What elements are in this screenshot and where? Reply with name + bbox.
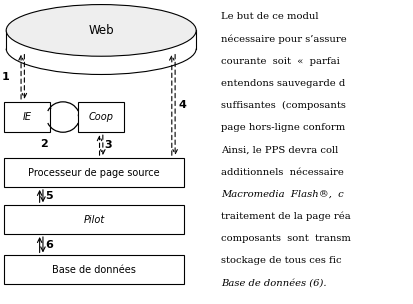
Text: 1: 1 xyxy=(2,72,10,82)
Text: page hors-ligne conform: page hors-ligne conform xyxy=(221,123,345,132)
Bar xyxy=(4,255,184,284)
Text: entendons sauvegarde d: entendons sauvegarde d xyxy=(221,79,345,88)
Text: 2: 2 xyxy=(40,140,48,149)
Text: nécessaire pour s’assure: nécessaire pour s’assure xyxy=(221,34,347,44)
Text: Web: Web xyxy=(88,24,114,37)
Text: suffisantes  (composants: suffisantes (composants xyxy=(221,101,346,110)
Text: IE: IE xyxy=(22,112,31,122)
Text: traitement de la page réa: traitement de la page réa xyxy=(221,212,351,221)
Ellipse shape xyxy=(6,5,196,56)
Text: additionnels  nécessaire: additionnels nécessaire xyxy=(221,168,344,177)
Text: Base de données: Base de données xyxy=(52,265,136,275)
Text: 3: 3 xyxy=(104,140,112,150)
Text: Coop: Coop xyxy=(89,112,114,122)
Text: Le but de ce modul: Le but de ce modul xyxy=(221,12,318,21)
Text: composants  sont  transm: composants sont transm xyxy=(221,234,351,243)
Text: Base de données (6).: Base de données (6). xyxy=(221,278,326,288)
Text: Ainsi, le PPS devra coll: Ainsi, le PPS devra coll xyxy=(221,145,338,154)
Text: 6: 6 xyxy=(45,240,53,250)
Text: Macromedia  Flash®,  c: Macromedia Flash®, c xyxy=(221,190,344,199)
Text: stockage de tous ces fic: stockage de tous ces fic xyxy=(221,256,342,265)
Bar xyxy=(4,102,50,132)
Text: courante  soit  «  parfai: courante soit « parfai xyxy=(221,57,340,66)
Bar xyxy=(4,158,184,187)
Text: Pilot: Pilot xyxy=(83,215,104,225)
Text: 4: 4 xyxy=(179,100,187,110)
Bar xyxy=(4,205,184,234)
Text: Processeur de page source: Processeur de page source xyxy=(28,168,160,178)
Text: 5: 5 xyxy=(45,191,53,201)
Bar xyxy=(78,102,124,132)
